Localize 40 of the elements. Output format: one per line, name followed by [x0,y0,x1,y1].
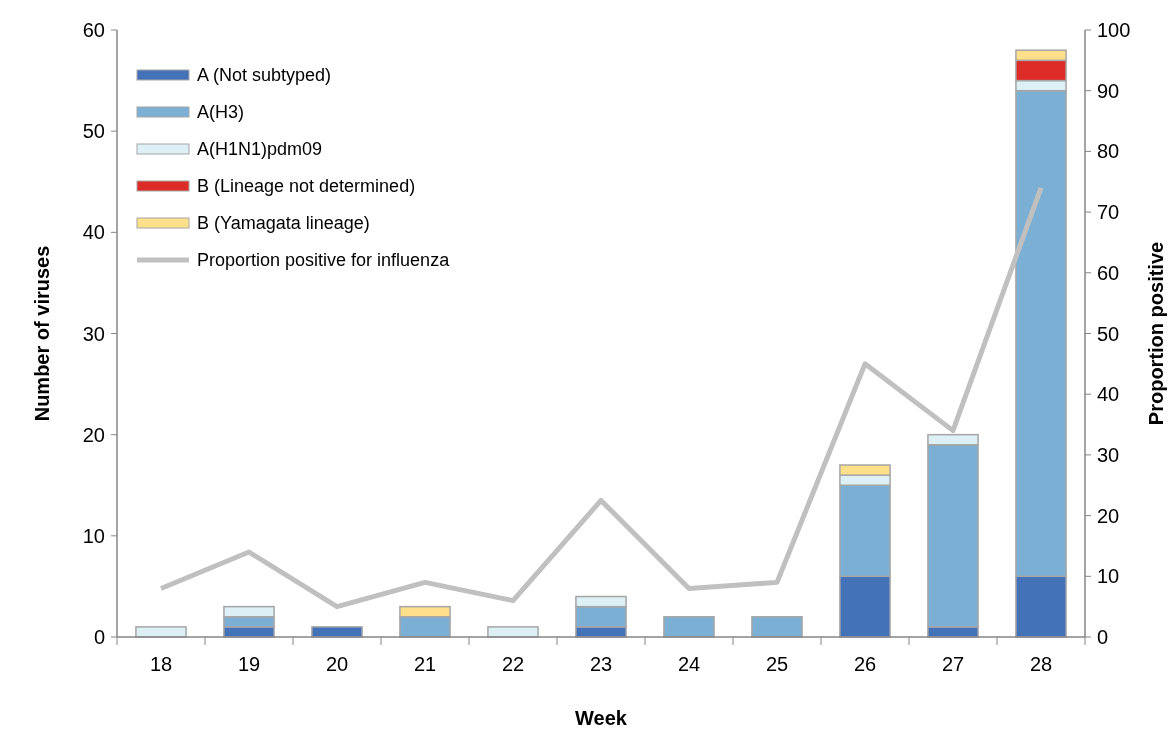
y2-tick-label: 40 [1097,383,1120,406]
y2-tick-label: 30 [1097,443,1120,466]
y-tick-label: 10 [82,524,105,547]
x-tick-label: 19 [237,653,261,675]
y2-tick-label: 60 [1097,261,1120,284]
x-tick-label: 26 [853,653,877,675]
y2-tick-label: 50 [1097,322,1120,345]
x-tick-label: 22 [501,653,525,675]
y2-axis-title: Proportion positive [1145,241,1167,426]
x-tick-label: 21 [413,653,437,675]
y2-tick-label: 0 [1097,626,1109,648]
x-tick-label: 24 [677,653,701,675]
y-tick-label: 50 [82,120,105,143]
x-tick-label: 18 [149,653,173,675]
y-tick-label: 0 [93,626,105,648]
legend-label: A (Not subtyped) [197,65,332,86]
bar [663,616,715,638]
x-tick-label: 27 [941,653,965,675]
legend-label: B (Yamagata lineage) [197,213,370,234]
x-tick-label: 23 [589,653,613,675]
x-tick-label: 28 [1029,653,1053,675]
y2-tick-label: 10 [1097,565,1120,588]
legend-label: A(H3) [197,102,245,123]
y2-tick-label: 70 [1097,201,1120,224]
legend-label: Proportion positive for influenza [197,250,451,271]
legend-label: A(H1N1)pdm09 [197,139,323,160]
bar [751,616,803,638]
y2-tick-label: 100 [1097,19,1131,41]
x-tick-label: 25 [765,653,789,675]
y-tick-label: 30 [82,322,105,345]
y2-tick-label: 90 [1097,79,1120,102]
x-tick-label: 20 [325,653,349,675]
y2-tick-label: 80 [1097,140,1120,163]
y-tick-label: 40 [82,221,105,244]
y-tick-label: 20 [82,423,105,446]
x-axis-title: Week [575,707,628,729]
y-tick-label: 60 [82,19,105,41]
y-axis-title: Number of viruses [31,245,53,422]
legend-label: B (Lineage not determined) [197,176,416,197]
y2-tick-label: 20 [1097,504,1120,527]
